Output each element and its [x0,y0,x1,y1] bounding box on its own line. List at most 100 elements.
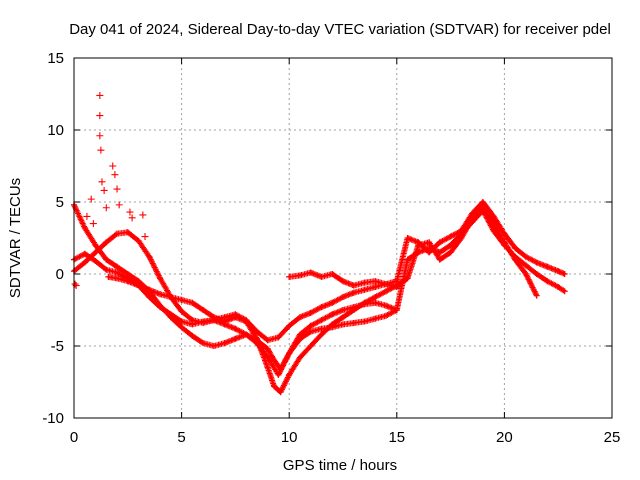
data-point [512,256,519,263]
y-axis-label: SDTVAR / TECUs [7,178,24,298]
data-point [200,318,207,325]
data-point [114,230,121,237]
data-point [135,282,142,289]
data-point [286,350,293,357]
data-point [436,249,443,256]
data-point [221,340,228,347]
data-point [426,239,433,246]
data-point [555,283,562,290]
data-point [189,321,196,328]
data-point [404,275,411,282]
data-point [318,325,325,332]
data-point [318,317,325,324]
data-point [232,335,239,342]
data-point [329,321,336,328]
data-point [178,318,185,325]
series-track-d [105,273,407,396]
y-tick-label: 15 [47,50,64,67]
data-point [340,278,346,285]
data-point [372,315,379,322]
data-point [372,278,379,285]
data-point [329,299,336,306]
data-point [533,292,540,299]
data-point [157,275,164,282]
data-point [329,271,336,277]
data-point [318,331,325,338]
x-tick-label: 10 [281,429,298,446]
data-point [111,171,119,179]
data-point [361,279,368,286]
x-tick-label: 15 [388,429,405,446]
data-point [102,204,110,212]
data-point [103,266,110,273]
data-point [124,278,131,285]
data-point [114,269,121,276]
data-point [87,195,95,203]
data-point [307,343,314,349]
axis-ticks: 0 5 10 15 20 25 -10 -5 0 5 10 15 [42,50,620,446]
data-point [103,239,110,246]
data-point [71,280,79,288]
data-point [458,235,465,241]
data-point [92,242,99,249]
data-point [393,307,400,313]
data-point [350,319,357,326]
data-point [178,308,185,315]
data-point [404,235,411,241]
data-point [436,256,443,263]
y-tick-label: 10 [47,122,64,139]
data-point [512,245,519,252]
data-point [157,304,164,311]
data-point [393,283,400,290]
data-point [146,294,153,301]
series-track-e [286,204,540,299]
chart-title: Day 041 of 2024, Sidereal Day-to-day VTE… [69,21,611,38]
data-point [415,242,422,249]
data-point [296,314,303,321]
data-point [307,309,314,316]
data-point [340,307,346,313]
data-point [100,186,108,194]
data-point [479,204,486,211]
data-point [447,249,454,256]
data-point [275,334,282,341]
data-series [71,91,568,396]
data-point [167,294,174,301]
y-tick-label: -10 [42,410,64,427]
data-point [92,249,99,256]
y-tick-label: -5 [51,338,64,355]
data-point [264,364,271,371]
data-point [277,389,284,396]
data-point [97,146,105,154]
data-point [447,233,454,240]
data-point [544,278,551,285]
data-point [286,273,293,280]
data-point [200,340,207,347]
x-tick-label: 20 [496,429,513,446]
data-point [178,296,185,303]
data-point [135,237,142,244]
data-point [146,253,153,260]
data-point [318,304,325,311]
data-point [221,318,228,325]
data-point [114,263,121,270]
data-point [146,286,153,293]
data-point [115,201,123,209]
data-point [189,299,196,306]
data-point [350,289,357,296]
data-point [105,273,112,280]
data-point [561,288,568,295]
data-point [296,272,303,279]
data-point [139,211,147,219]
data-point [271,383,278,390]
data-point [372,294,379,301]
data-point [469,210,476,217]
data-point [340,314,346,321]
data-point [318,273,325,280]
data-point [109,162,117,170]
data-point [436,239,443,246]
data-point [200,307,207,313]
x-tick-label: 0 [70,429,78,446]
y-tick-label: 0 [56,266,64,283]
